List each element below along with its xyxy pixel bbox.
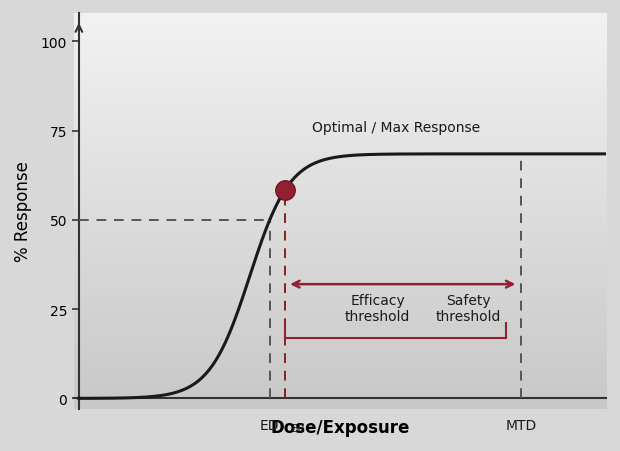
- Text: Efficacy
threshold: Efficacy threshold: [345, 294, 410, 323]
- Text: Optimal / Max Response: Optimal / Max Response: [312, 121, 480, 135]
- Y-axis label: % Response: % Response: [14, 161, 32, 262]
- Point: [280, 187, 290, 194]
- Text: Safety
threshold: Safety threshold: [435, 294, 501, 323]
- Text: 50: 50: [291, 423, 304, 433]
- Text: MTD: MTD: [505, 418, 536, 432]
- X-axis label: Dose/Exposure: Dose/Exposure: [270, 418, 410, 436]
- Text: ED: ED: [260, 418, 280, 432]
